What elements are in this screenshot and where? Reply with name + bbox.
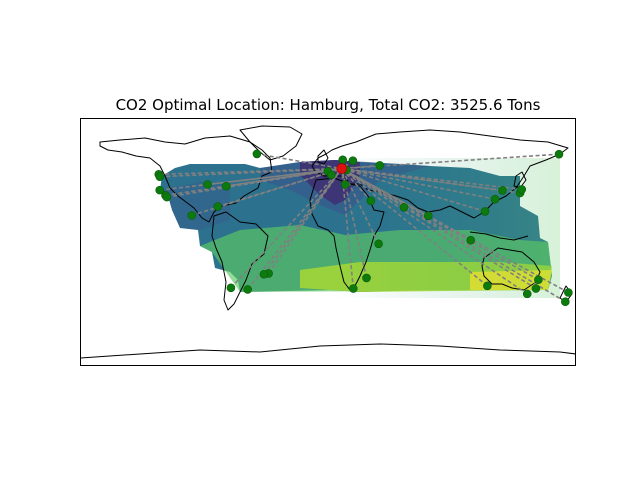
route-line xyxy=(341,168,380,245)
site-marker xyxy=(374,239,383,249)
site-marker xyxy=(483,281,492,291)
site-marker xyxy=(155,172,165,181)
site-marker xyxy=(226,283,236,293)
site-marker xyxy=(326,170,336,180)
coast-south-america xyxy=(211,211,269,311)
site-marker xyxy=(534,275,543,285)
route-line xyxy=(341,167,503,192)
route-lines xyxy=(158,153,569,303)
site-marker xyxy=(399,202,409,212)
route-line xyxy=(341,167,486,213)
site-marker xyxy=(340,180,350,189)
site-marker xyxy=(554,149,564,159)
route-line xyxy=(341,167,488,287)
site-marker xyxy=(366,196,376,206)
site-marker xyxy=(423,211,433,221)
route-line xyxy=(341,167,528,295)
site-marker xyxy=(252,149,262,159)
route-line xyxy=(166,167,342,198)
route-line xyxy=(341,167,566,303)
site-marker xyxy=(466,235,476,245)
route-line xyxy=(263,168,343,275)
site-marker xyxy=(338,155,348,165)
site-marker xyxy=(155,185,164,195)
route-line xyxy=(341,153,560,170)
site-marker xyxy=(561,297,570,306)
site-marker xyxy=(490,194,500,204)
site-marker xyxy=(221,181,231,191)
coast-japan xyxy=(513,171,527,189)
route-line xyxy=(256,153,342,170)
route-line xyxy=(340,168,355,289)
coast-australia xyxy=(481,247,541,291)
site-marker xyxy=(531,284,541,293)
site-marker xyxy=(498,186,507,195)
coast-indonesia xyxy=(469,231,529,241)
coastlines xyxy=(80,125,576,359)
route-line xyxy=(267,168,343,274)
route-line xyxy=(230,168,343,289)
site-markers xyxy=(154,149,573,306)
site-marker xyxy=(213,202,223,211)
site-marker xyxy=(517,185,527,194)
map-title: CO2 Optimal Location: Hamburg, Total CO2… xyxy=(116,96,541,114)
site-marker xyxy=(375,161,385,170)
site-marker xyxy=(348,156,358,165)
site-marker xyxy=(243,285,252,294)
site-marker xyxy=(203,180,212,189)
map-frame xyxy=(80,118,576,366)
optimal-location-marker xyxy=(336,163,348,174)
site-marker xyxy=(259,269,269,279)
coast-greenland xyxy=(239,125,303,161)
coast-north-america xyxy=(99,135,273,223)
site-marker xyxy=(362,273,371,283)
route-line xyxy=(165,167,342,197)
route-line xyxy=(341,167,569,294)
site-marker xyxy=(187,211,197,220)
site-marker xyxy=(348,284,358,293)
site-marker xyxy=(564,288,573,297)
coast-antarctica xyxy=(80,343,576,359)
site-marker xyxy=(162,192,172,202)
site-marker xyxy=(522,289,532,299)
coast-africa xyxy=(309,177,385,291)
route-line xyxy=(341,167,539,281)
site-marker xyxy=(480,207,490,216)
route-line xyxy=(341,167,496,200)
route-line xyxy=(159,167,342,178)
coast-uk xyxy=(317,149,329,165)
